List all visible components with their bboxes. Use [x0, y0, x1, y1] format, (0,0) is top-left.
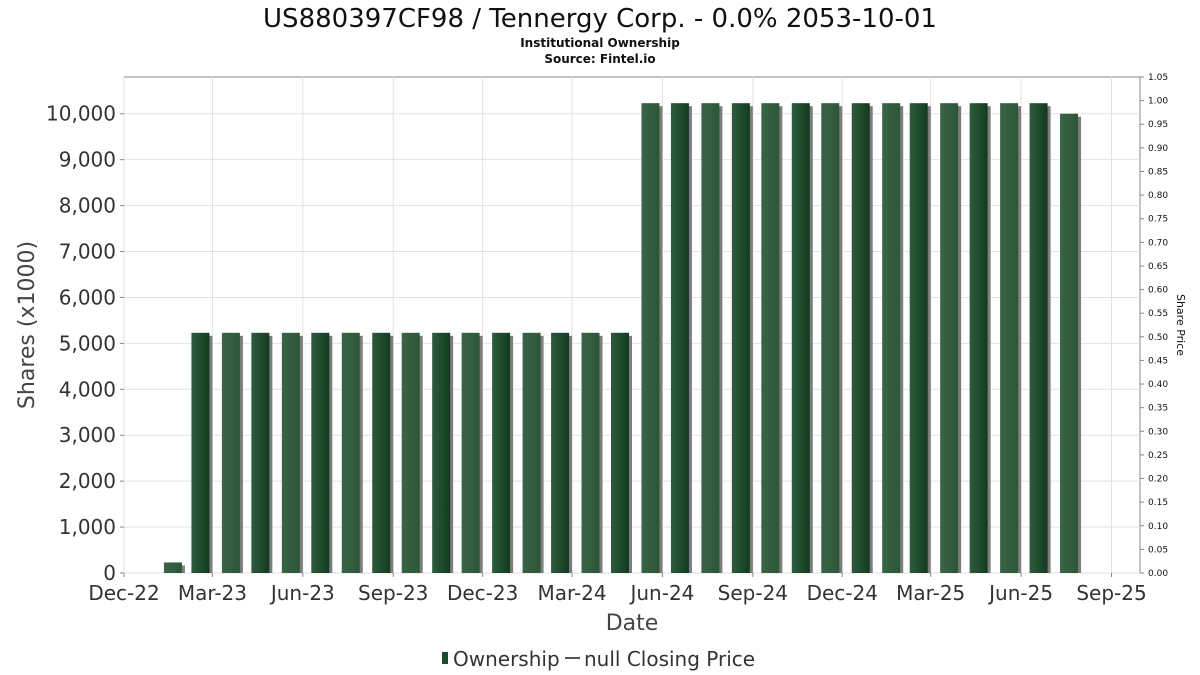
- y2-tick-label: 0.90: [1148, 144, 1168, 154]
- legend-price-label: null Closing Price: [584, 647, 755, 671]
- x-tick-label: Dec-22: [88, 581, 159, 605]
- legend: Ownership null Closing Price: [442, 647, 755, 671]
- y2-tick-label: 0.20: [1148, 475, 1168, 485]
- y2-tick-label: 0.40: [1148, 380, 1168, 390]
- bar-ownership: [761, 103, 780, 573]
- bar-ownership: [191, 332, 210, 573]
- y2-tick-label: 1.00: [1148, 97, 1168, 107]
- x-tick-label: Mar-23: [178, 581, 247, 605]
- y-tick-label: 0: [103, 561, 116, 585]
- bar-ownership: [791, 103, 810, 573]
- bar-ownership: [940, 103, 959, 573]
- chart-title: US880397CF98 / Tennergy Corp. - 0.0% 205…: [263, 4, 937, 34]
- bar-ownership: [311, 332, 330, 573]
- x-tick-label: Jun-25: [987, 581, 1053, 605]
- bar-ownership: [341, 332, 360, 573]
- bar-ownership: [492, 332, 511, 573]
- bar-ownership: [1029, 103, 1048, 573]
- x-tick-label: Sep-24: [718, 581, 788, 605]
- y2-tick-label: 0.50: [1148, 333, 1168, 343]
- y2-tick-label: 0.70: [1148, 238, 1168, 248]
- y-tick-label: 9,000: [59, 148, 116, 172]
- x-axis-ticks: Dec-22 Mar-23 Jun-23 Sep-23 Dec-23 Mar-24 Jun-…: [88, 573, 1147, 605]
- bar-ownership: [401, 332, 420, 573]
- y2-tick-label: 0.30: [1148, 427, 1168, 437]
- y-tick-label: 5,000: [59, 331, 116, 355]
- y2-tick-label: 0.95: [1148, 120, 1168, 130]
- legend-ownership-label: Ownership: [453, 647, 560, 671]
- bar-ownership: [641, 103, 660, 573]
- bar-ownership: [1000, 103, 1019, 573]
- bar-ownership: [969, 103, 988, 573]
- bar-ownership: [731, 103, 750, 573]
- y2-tick-label: 0.00: [1148, 569, 1168, 579]
- y2-tick-label: 0.80: [1148, 191, 1168, 201]
- bar-ownership: [461, 332, 480, 573]
- bar-ownership: [251, 332, 270, 573]
- y2-tick-label: 0.55: [1148, 309, 1168, 319]
- y-tick-label: 4,000: [59, 377, 116, 401]
- bar-ownership: [221, 332, 240, 573]
- bar-ownership: [432, 332, 451, 573]
- bar-ownership: [882, 103, 901, 573]
- bar-ownership: [821, 103, 840, 573]
- y2-tick-label: 0.75: [1148, 215, 1168, 225]
- bar-ownership: [1060, 113, 1079, 574]
- bar-ownership: [670, 103, 689, 573]
- y2-tick-label: 0.10: [1148, 522, 1168, 532]
- x-tick-label: Dec-23: [447, 581, 518, 605]
- bar-ownership: [281, 332, 300, 573]
- y-tick-label: 8,000: [59, 194, 116, 218]
- chart-subtitle: Institutional Ownership: [520, 36, 680, 50]
- x-tick-label: Dec-24: [807, 581, 878, 605]
- y2-tick-label: 0.65: [1148, 262, 1168, 272]
- y-tick-label: 7,000: [59, 240, 116, 264]
- bar-ownership: [701, 103, 720, 573]
- bar-ownership: [522, 332, 541, 573]
- bar-ownership: [372, 332, 391, 573]
- y2-tick-label: 0.60: [1148, 286, 1168, 296]
- legend-ownership-swatch: [442, 652, 448, 664]
- y-tick-label: 3,000: [59, 423, 116, 447]
- chart-source: Source: Fintel.io: [544, 52, 655, 66]
- y-axis-ticks: 0 1,000 2,000 3,000 4,000 5,000 6,000 7,000 8,00…: [46, 102, 124, 585]
- y2-axis-label: Share Price: [1174, 294, 1187, 356]
- y-axis-label: Shares (x1000): [15, 241, 40, 409]
- bar-ownership: [851, 103, 870, 573]
- y2-tick-label: 0.45: [1148, 356, 1168, 366]
- y-tick-label: 1,000: [59, 515, 116, 539]
- x-tick-label: Mar-24: [537, 581, 606, 605]
- bar-ownership: [163, 562, 182, 573]
- y-tick-label: 6,000: [59, 285, 116, 309]
- y2-tick-label: 0.25: [1148, 451, 1168, 461]
- y-tick-label: 10,000: [46, 102, 116, 126]
- bar-ownership: [551, 332, 570, 573]
- y2-axis-ticks: 0.00 0.05 0.10 0.15 0.20 0.25 0.30 0.35 0.40 0.45…: [1140, 73, 1168, 579]
- y2-tick-label: 0.85: [1148, 167, 1168, 177]
- x-tick-label: Sep-23: [358, 581, 428, 605]
- bar-ownership: [611, 332, 629, 573]
- x-tick-label: Jun-23: [269, 581, 335, 605]
- bar-ownership: [909, 103, 928, 573]
- x-tick-label: Mar-25: [896, 581, 965, 605]
- bar-ownership: [581, 332, 600, 573]
- bar-series-ownership: [163, 103, 1082, 574]
- y2-tick-label: 0.15: [1148, 498, 1168, 508]
- x-axis-label: Date: [606, 611, 659, 636]
- y-tick-label: 2,000: [59, 469, 116, 493]
- x-tick-label: Jun-24: [628, 581, 694, 605]
- y2-tick-label: 0.05: [1148, 545, 1168, 555]
- y2-tick-label: 1.05: [1148, 73, 1168, 83]
- x-tick-label: Sep-25: [1076, 581, 1146, 605]
- y2-tick-label: 0.35: [1148, 404, 1168, 414]
